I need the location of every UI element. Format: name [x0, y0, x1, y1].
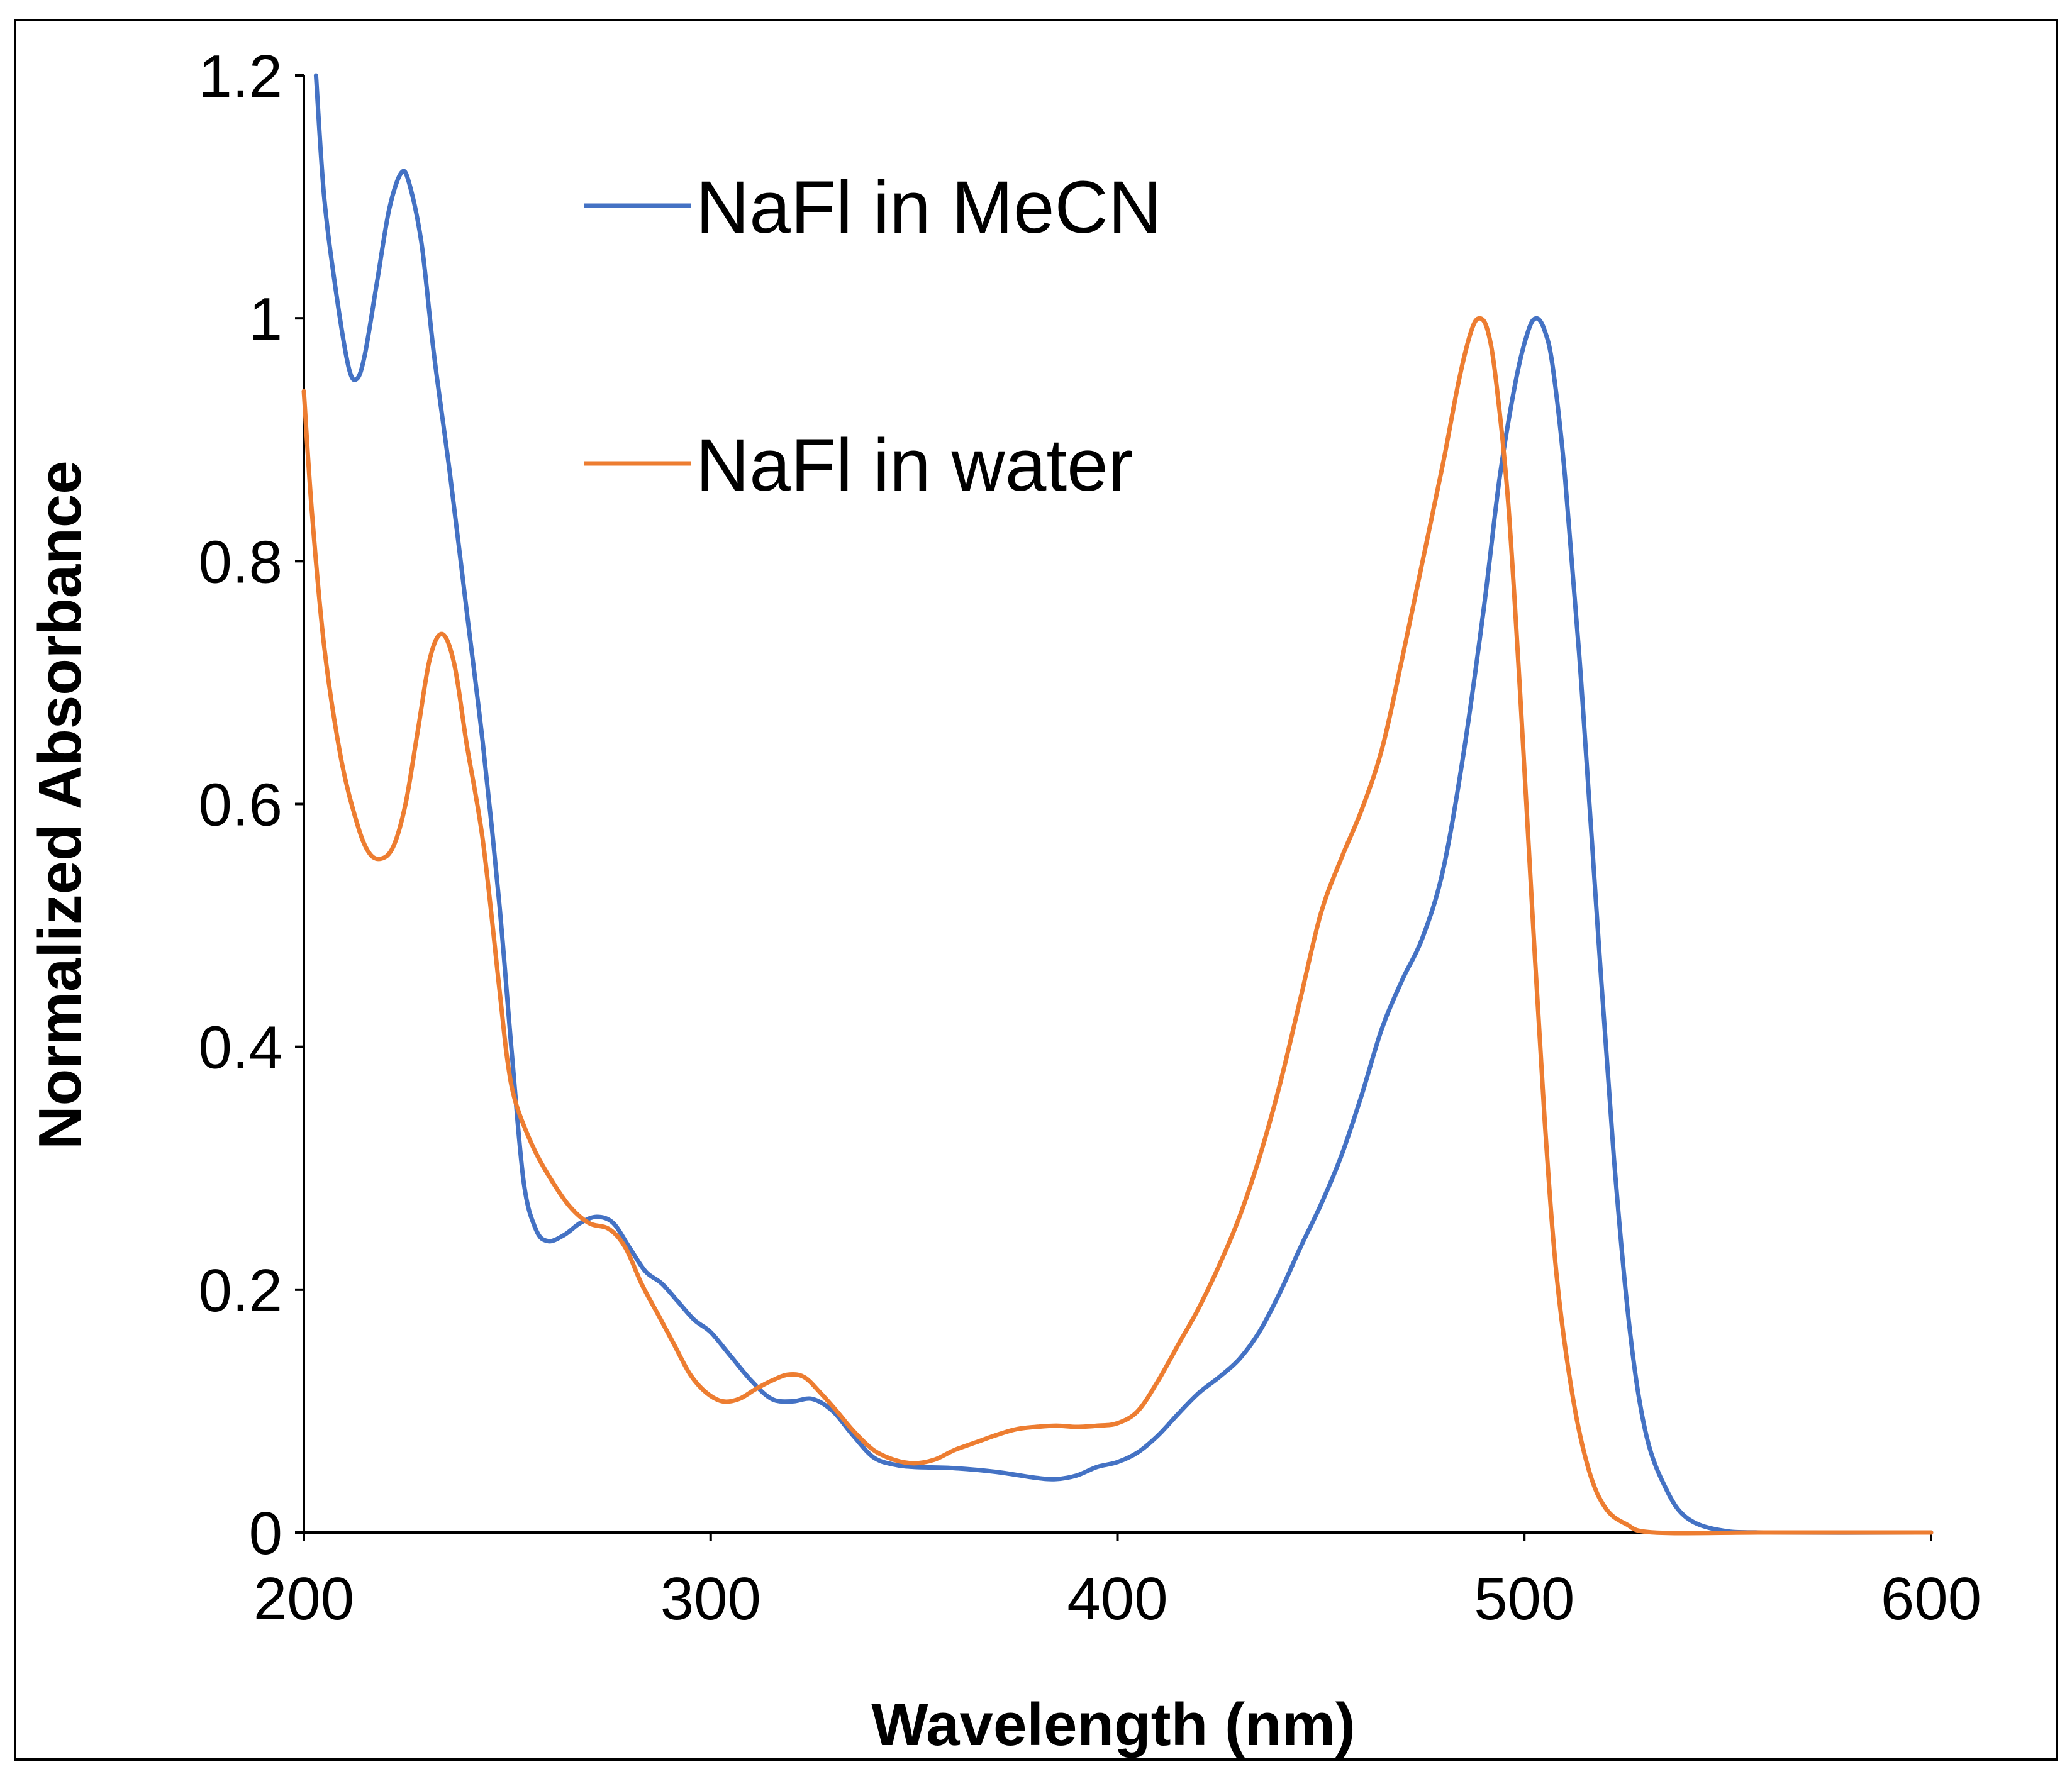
y-tick-label: 0 — [249, 1500, 282, 1567]
x-axis-title: Wavelength (nm) — [871, 1691, 1356, 1758]
x-tick-label: 400 — [1067, 1565, 1167, 1633]
legend-label-mecn: NaFl in MeCN — [696, 166, 1162, 249]
y-tick-label: 0.2 — [199, 1257, 282, 1324]
legend: NaFl in MeCN NaFl in water — [584, 166, 1162, 507]
x-tick-label: 200 — [253, 1565, 354, 1633]
y-ticks: 0 0.2 0.4 0.6 0.8 1 1.2 — [199, 43, 304, 1567]
series-line-water — [301, 316, 1934, 1536]
y-tick-label: 0.8 — [199, 528, 282, 596]
y-tick-label: 1.2 — [199, 43, 282, 110]
y-tick-label: 0.4 — [199, 1014, 282, 1082]
y-tick-label: 1 — [249, 286, 282, 353]
x-tick-label: 300 — [660, 1565, 761, 1633]
x-tick-label: 600 — [1881, 1565, 1981, 1633]
x-ticks: 200 300 400 500 600 — [253, 1533, 1981, 1633]
series-layer — [301, 73, 1934, 1536]
legend-label-water: NaFl in water — [696, 424, 1133, 507]
series-line-mecn — [313, 73, 1934, 1535]
y-tick-label: 0.6 — [199, 772, 282, 839]
axes — [303, 75, 1931, 1534]
x-tick-label: 500 — [1474, 1565, 1574, 1633]
chart-border — [14, 19, 2058, 1761]
y-axis-title: Normalized Absorbance — [26, 460, 94, 1149]
